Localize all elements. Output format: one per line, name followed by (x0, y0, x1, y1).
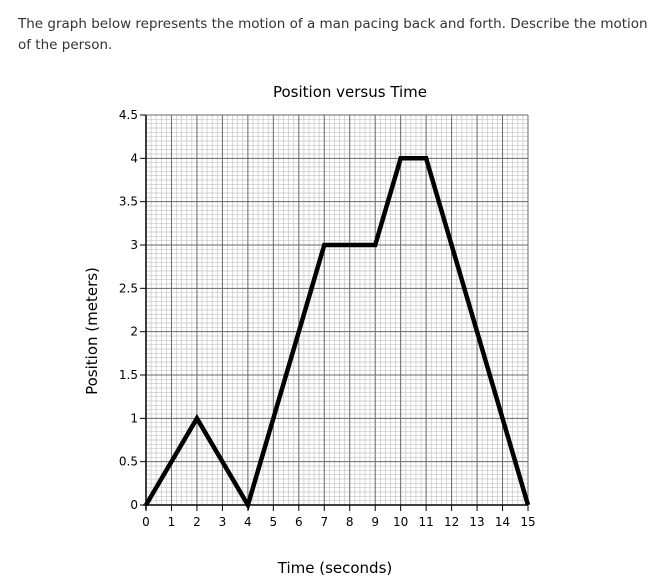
y-tick-label: 1.5 (119, 368, 138, 382)
y-tick-label: 3.5 (119, 195, 138, 209)
x-tick-label: 1 (168, 515, 176, 529)
y-tick-label: 2.5 (119, 281, 138, 295)
x-tick-label: 15 (520, 515, 535, 529)
x-tick-label: 2 (193, 515, 201, 529)
y-tick-labels: 0 0.5 1 1.5 2 2.5 3 3.5 4 4.5 (119, 108, 146, 512)
y-tick-label: 0.5 (119, 455, 138, 469)
axes (143, 115, 528, 510)
x-tick-label: 10 (393, 515, 408, 529)
question-text: The graph below represents the motion of… (18, 16, 648, 53)
y-tick-label: 4.5 (119, 108, 138, 122)
x-tick-label: 7 (320, 515, 328, 529)
y-tick-label: 4 (130, 151, 138, 165)
x-tick-label: 8 (346, 515, 354, 529)
y-axis-label: Position (meters) (83, 267, 101, 395)
series-line-0 (144, 156, 531, 511)
series-group (144, 156, 531, 511)
x-tick-labels: 0 1 2 3 4 5 6 7 8 9 10 11 12 13 14 15 (142, 505, 536, 529)
x-tick-label: 3 (219, 515, 227, 529)
y-tick-label: 0 (130, 498, 138, 512)
x-tick-label: 0 (142, 515, 150, 529)
x-tick-label: 12 (444, 515, 459, 529)
x-tick-label: 14 (495, 515, 510, 529)
x-tick-label: 6 (295, 515, 303, 529)
x-tick-label: 11 (418, 515, 433, 529)
x-tick-label: 5 (270, 515, 278, 529)
y-tick-label: 1 (130, 411, 138, 425)
y-tick-label: 3 (130, 238, 138, 252)
x-axis-label: Time (seconds) (277, 559, 393, 577)
x-tick-label: 9 (371, 515, 379, 529)
y-tick-label: 2 (130, 325, 138, 339)
x-tick-label: 13 (469, 515, 484, 529)
chart-title: Position versus Time (273, 83, 427, 101)
x-tick-label: 4 (244, 515, 252, 529)
